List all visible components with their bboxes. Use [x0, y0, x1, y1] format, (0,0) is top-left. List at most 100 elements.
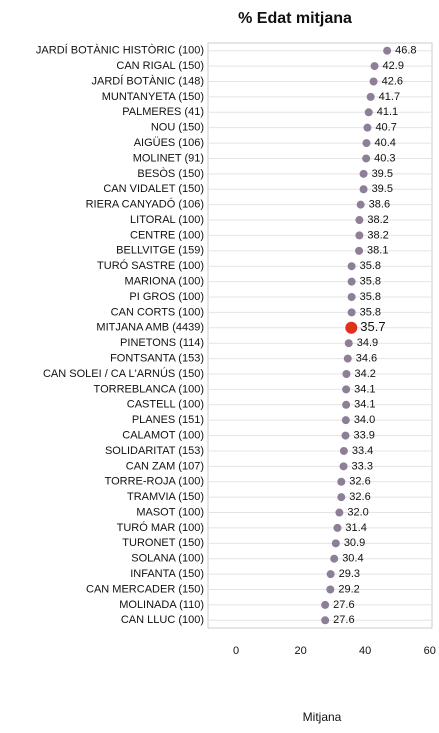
dot [341, 416, 350, 425]
dot [370, 62, 379, 71]
value-label: 38.2 [367, 229, 388, 241]
x-tick-label: 40 [359, 645, 371, 657]
y-tick-label: JARDÍ BOTÀNIC HISTÒRIC (100) [36, 44, 204, 57]
dot [362, 154, 371, 163]
value-label: 41.7 [379, 91, 400, 103]
value-label: 35.8 [360, 260, 381, 272]
value-label: 27.6 [333, 614, 354, 626]
dot [344, 339, 353, 348]
value-label: 32.6 [349, 476, 370, 488]
y-tick-label: TORREBLANCA (100) [94, 383, 204, 395]
value-label: 31.4 [345, 522, 366, 534]
value-label: 40.4 [374, 137, 395, 149]
dot [369, 77, 378, 86]
dot [343, 354, 352, 363]
y-tick-label: CAN ZAM (107) [126, 460, 204, 472]
value-label: 38.2 [367, 214, 388, 226]
dot [359, 185, 368, 194]
dot [331, 539, 340, 548]
dot [342, 369, 351, 378]
dot [363, 123, 372, 132]
value-label: 29.3 [339, 568, 360, 580]
dot [341, 431, 350, 440]
y-tick-label: CAN MERCADER (150) [86, 583, 204, 595]
y-tick-label: CAN CORTS (100) [111, 306, 204, 318]
y-tick-label: CAN LLUC (100) [121, 614, 204, 626]
value-label: 32.0 [347, 506, 368, 518]
dot [321, 616, 330, 625]
value-label: 41.1 [377, 106, 398, 118]
y-tick-label: MASOT (100) [136, 506, 204, 518]
dot [337, 477, 346, 486]
dot [355, 216, 364, 225]
dot [333, 523, 342, 532]
dot [330, 554, 339, 563]
x-tick-label: 20 [295, 645, 307, 657]
value-label: 34.2 [354, 368, 375, 380]
value-label: 34.1 [354, 399, 375, 411]
y-tick-label: MARIONA (100) [125, 276, 204, 288]
dot [347, 308, 356, 317]
value-label: 30.4 [342, 553, 363, 565]
y-tick-label: TURONET (150) [122, 537, 204, 549]
y-tick-label: LITORAL (100) [130, 214, 204, 226]
dot [337, 493, 346, 502]
dot [342, 400, 351, 409]
y-tick-label: CALAMOT (100) [122, 429, 204, 441]
value-label: 30.9 [344, 537, 365, 549]
dot [335, 508, 344, 517]
y-tick-label: PI GROS (100) [129, 291, 204, 303]
y-tick-label: SOLIDARITAT (153) [105, 445, 204, 457]
dot [359, 169, 368, 178]
dot [326, 585, 335, 594]
value-label: 35.8 [360, 306, 381, 318]
y-tick-label: TORRE-ROJA (100) [105, 476, 204, 488]
value-label: 42.9 [383, 60, 404, 72]
dot [364, 108, 373, 117]
value-label: 40.7 [375, 122, 396, 134]
dot [339, 446, 348, 455]
value-label: 34.6 [356, 352, 377, 364]
chart-title: % Edat mitjana [238, 10, 352, 27]
y-tick-label: PINETONS (114) [120, 337, 204, 349]
value-label: 33.3 [352, 460, 373, 472]
dot [383, 46, 392, 55]
value-label: 33.4 [352, 445, 373, 457]
y-tick-label: MITJANA AMB (4439) [96, 322, 204, 334]
dot [355, 231, 364, 240]
plot-frame [207, 42, 433, 629]
y-tick-label: SOLANA (100) [131, 553, 204, 565]
value-label: 35.8 [360, 276, 381, 288]
value-label: 39.5 [372, 168, 393, 180]
value-label: 34.9 [357, 337, 378, 349]
y-tick-label: BESÒS (150) [137, 167, 204, 180]
dot [362, 139, 371, 148]
dot [321, 600, 330, 609]
y-tick-label: FONTSANTA (153) [110, 352, 204, 364]
dot [355, 246, 364, 255]
y-tick-label: PLANES (151) [132, 414, 204, 426]
x-axis-label: Mitjana [303, 710, 342, 724]
y-tick-label: CAN SOLEI / CA L'ARNÚS (150) [43, 367, 204, 380]
dot [342, 385, 351, 394]
y-tick-label: RIERA CANYADÓ (106) [86, 198, 204, 211]
y-tick-label: CAN RIGAL (150) [116, 60, 204, 72]
dot [345, 321, 358, 334]
x-tick-label: 0 [233, 645, 239, 657]
y-tick-label: CENTRE (100) [130, 229, 204, 241]
y-tick-label: INFANTA (150) [130, 568, 204, 580]
y-tick-label: JARDÍ BOTÀNIC (148) [92, 74, 204, 87]
value-label: 40.3 [374, 152, 395, 164]
y-tick-label: TURÓ MAR (100) [117, 521, 204, 534]
y-tick-label: MOLINET (91) [133, 152, 204, 164]
value-label: 39.5 [372, 183, 393, 195]
y-tick-label: NOU (150) [151, 122, 204, 134]
value-label: 34.0 [354, 414, 375, 426]
dot [356, 200, 365, 209]
dot [326, 570, 335, 579]
value-label: 29.2 [338, 583, 359, 595]
dot [347, 277, 356, 286]
x-tick-label: 60 [424, 645, 436, 657]
y-tick-label: BELLVITGE (159) [116, 245, 204, 257]
value-label: 33.9 [353, 429, 374, 441]
